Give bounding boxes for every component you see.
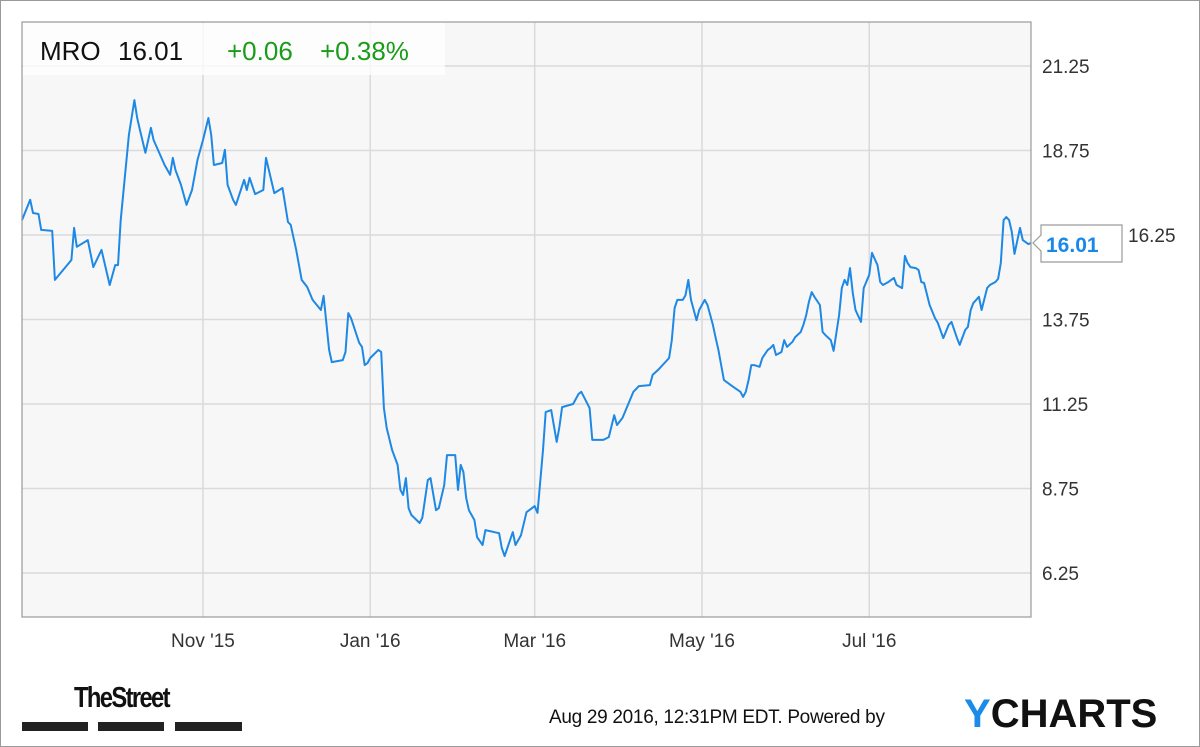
x-tick-label: Jul '16 — [842, 631, 896, 652]
ycharts-logo: YCHARTS — [964, 692, 1157, 737]
quote-change-percent: +0.38% — [320, 36, 409, 66]
x-tick-label: Mar '16 — [503, 631, 566, 652]
thestreet-logo-text: TheStreet — [74, 682, 171, 714]
y-tick-label: 11.25 — [1042, 395, 1088, 416]
last-value-callout: 16.01 — [1032, 224, 1123, 263]
ycharts-logo-rest: CHARTS — [990, 692, 1158, 736]
price-line — [21, 99, 1032, 558]
ticker-symbol: MRO — [40, 36, 101, 66]
last-value-label: 16.01 — [1046, 234, 1099, 257]
quote-price: 16.01 — [118, 36, 183, 66]
y-tick-label: 8.75 — [1042, 480, 1079, 501]
quote-header: MRO 16.01 +0.06 +0.38% — [23, 23, 445, 75]
y-tick-label: 18.75 — [1042, 141, 1090, 162]
logo-bar — [175, 722, 242, 731]
timestamp-text: Aug 29 2016, 12:31PM EDT. — [549, 707, 783, 728]
y-tick-label: 16.25 — [1128, 226, 1176, 247]
y-tick-label: 21.25 — [1042, 57, 1090, 78]
ycharts-logo-y: Y — [964, 692, 991, 736]
y-tick-label: 13.75 — [1042, 311, 1090, 332]
logo-bar — [22, 722, 88, 731]
x-tick-label: Nov '15 — [171, 631, 235, 652]
powered-by-text: Powered by — [787, 707, 885, 728]
x-tick-label: May '16 — [669, 631, 735, 652]
quote-header-bg — [23, 23, 445, 75]
thestreet-logo: TheStreet — [22, 682, 244, 734]
logo-bar — [98, 722, 164, 731]
y-axis: 21.25 18.75 16.25 13.75 11.25 8.75 6.25 — [1042, 57, 1176, 585]
plot-border — [21, 21, 1032, 618]
footer-timestamp: Aug 29 2016, 12:31PM EDT. Powered by — [549, 707, 885, 729]
quote-change: +0.06 — [227, 36, 293, 66]
callout-box — [1032, 224, 1123, 263]
x-axis: Nov '15 Jan '16 Mar '16 May '16 Jul '16 — [171, 631, 896, 652]
y-tick-label: 6.25 — [1042, 564, 1079, 585]
x-tick-label: Jan '16 — [340, 631, 401, 652]
